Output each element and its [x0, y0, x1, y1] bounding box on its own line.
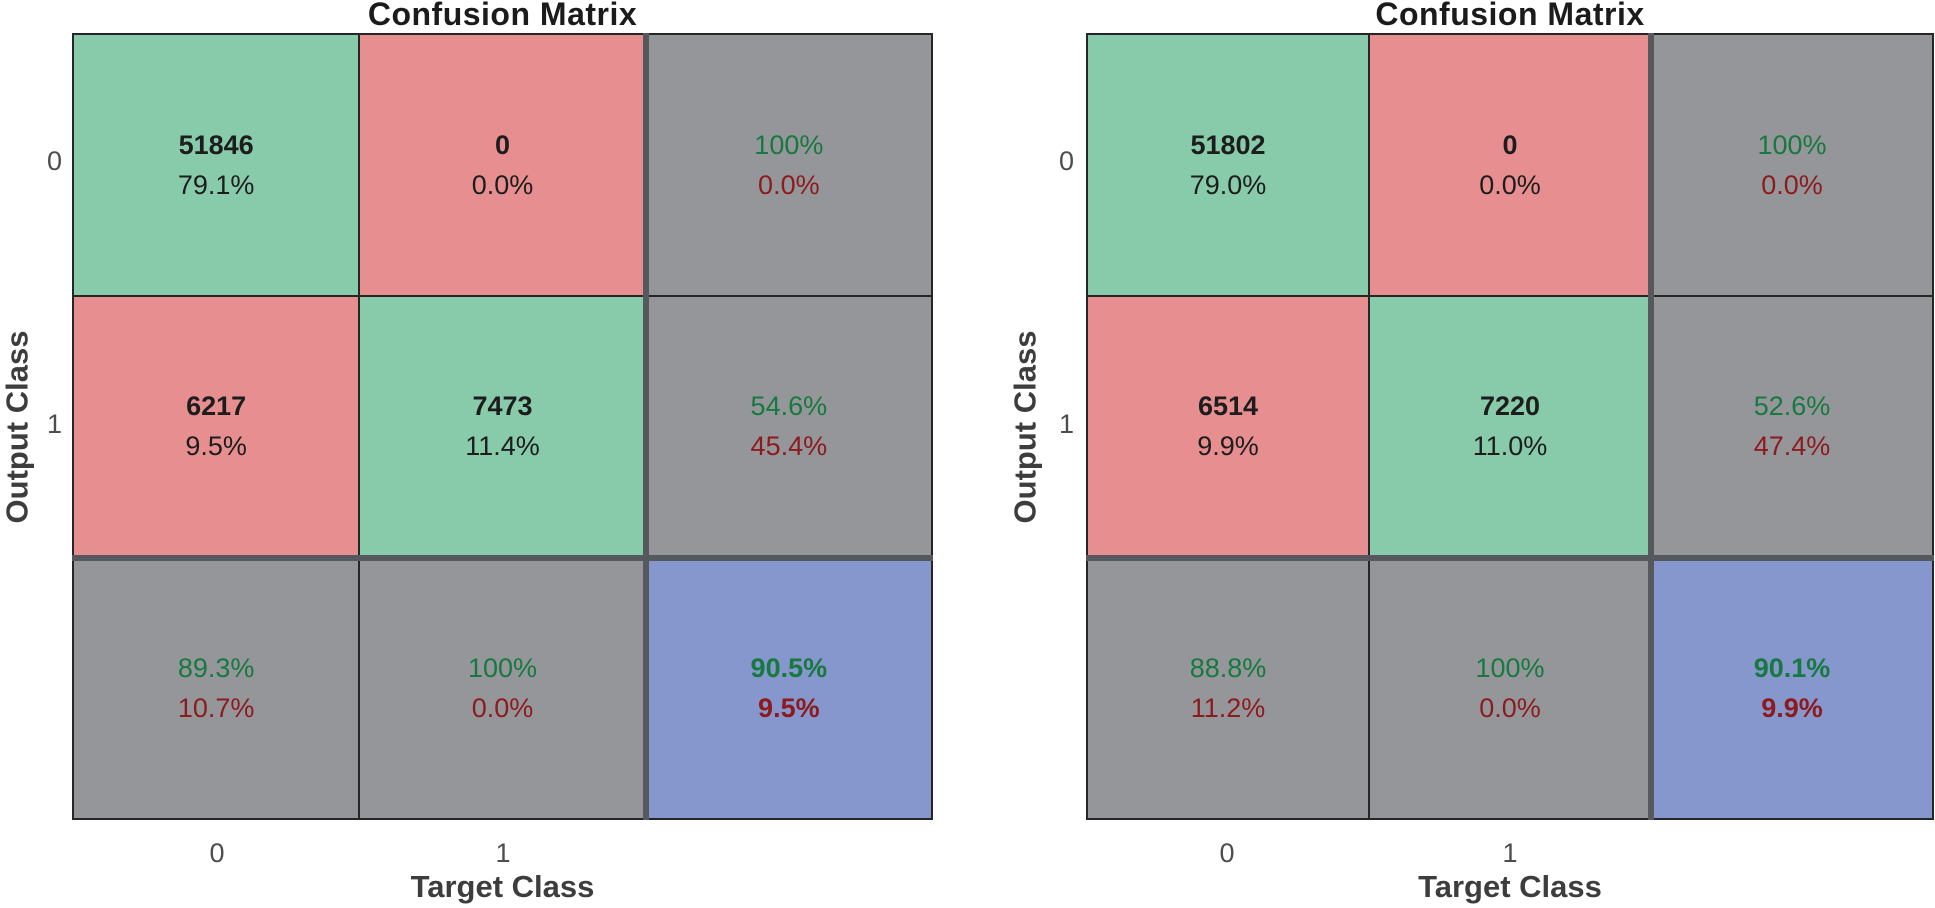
cell-red-percent: 11.2% — [1190, 693, 1266, 724]
thick-separator-vertical — [1648, 33, 1655, 820]
cell-count: 7220 — [1479, 391, 1541, 422]
cell-c0-summary: 89.3% 10.7% — [74, 558, 359, 818]
confusion-matrix-right: 51802 79.0% 0 0.0% 100% 0.0% 6514 9.9% 7… — [1086, 33, 1934, 820]
cell-c1-summary: 100% 0.0% — [1370, 558, 1650, 818]
cell-green-percent: 100% — [1757, 129, 1827, 160]
cell-red-percent: 9.5% — [758, 693, 820, 724]
cell-r1-summary: 54.6% 45.4% — [646, 296, 931, 557]
cell-r0-summary: 100% 0.0% — [1652, 35, 1932, 295]
cell-count: 51846 — [178, 129, 254, 160]
cell-r0-summary: 100% 0.0% — [646, 35, 931, 295]
cell-r1-summary: 52.6% 47.4% — [1652, 296, 1932, 557]
x-axis-label-left: Target Class — [410, 869, 595, 904]
cell-percent: 0.0% — [1479, 169, 1541, 200]
cell-r0c0-true-negative: 51846 79.1% — [74, 35, 359, 295]
cell-percent: 11.4% — [465, 431, 540, 462]
cell-r0c0-true-negative: 51802 79.0% — [1088, 35, 1368, 295]
cell-red-percent: 47.4% — [1753, 431, 1831, 462]
cell-percent: 9.9% — [1197, 431, 1259, 462]
cell-r1c0-false-positive: 6514 9.9% — [1088, 296, 1368, 557]
cell-c1-summary: 100% 0.0% — [360, 558, 645, 818]
cell-percent: 0.0% — [471, 169, 534, 200]
plot-title-right: Confusion Matrix — [1375, 0, 1645, 32]
cell-r0c1-false-negative: 0 0.0% — [1370, 35, 1650, 295]
cell-percent: 79.0% — [1189, 169, 1267, 200]
cell-count: 7473 — [472, 391, 533, 422]
x-tick-0-right: 0 — [1219, 838, 1235, 868]
cell-count: 6217 — [186, 391, 247, 422]
x-axis-label-right: Target Class — [1418, 869, 1602, 904]
cell-green-percent: 52.6% — [1753, 391, 1831, 422]
cell-r0c1-false-negative: 0 0.0% — [360, 35, 645, 295]
x-tick-1-left: 1 — [495, 838, 511, 868]
cell-count: 0 — [494, 129, 510, 160]
cell-count: 6514 — [1197, 391, 1259, 422]
cell-red-percent: 0.0% — [1479, 693, 1541, 724]
matrix-grid-right: 51802 79.0% 0 0.0% 100% 0.0% 6514 9.9% 7… — [1086, 33, 1934, 820]
y-tick-1-left: 1 — [46, 409, 62, 439]
confusion-matrix-left: 51846 79.1% 0 0.0% 100% 0.0% 6217 9.5% 7… — [72, 33, 933, 820]
cell-percent: 79.1% — [177, 169, 255, 200]
y-tick-0-left: 0 — [46, 146, 62, 176]
cell-count: 51802 — [1190, 129, 1266, 160]
cell-green-percent: 90.5% — [750, 653, 828, 684]
cell-green-percent: 100% — [754, 129, 824, 160]
cell-percent: 11.0% — [1472, 431, 1548, 462]
y-tick-0-right: 0 — [1058, 146, 1074, 176]
thick-separator-vertical — [643, 33, 649, 820]
cell-green-percent: 100% — [1475, 653, 1545, 684]
matrix-grid-left: 51846 79.1% 0 0.0% 100% 0.0% 6217 9.5% 7… — [72, 33, 933, 820]
x-tick-0-left: 0 — [209, 838, 225, 868]
cell-red-percent: 0.0% — [758, 169, 820, 200]
cell-green-percent: 90.1% — [1753, 653, 1831, 684]
cell-green-percent: 88.8% — [1189, 653, 1267, 684]
cell-red-percent: 9.9% — [1761, 693, 1823, 724]
cell-count: 0 — [1502, 129, 1518, 160]
cell-green-percent: 89.3% — [177, 653, 255, 684]
cell-red-percent: 10.7% — [177, 693, 255, 724]
cell-c0-summary: 88.8% 11.2% — [1088, 558, 1368, 818]
cell-red-percent: 0.0% — [471, 693, 534, 724]
cell-red-percent: 45.4% — [750, 431, 828, 462]
x-tick-1-right: 1 — [1502, 838, 1518, 868]
thick-separator-horizontal — [1086, 554, 1934, 561]
thick-separator-horizontal — [72, 554, 933, 561]
y-tick-1-right: 1 — [1058, 409, 1074, 439]
cell-r1c1-true-positive: 7473 11.4% — [360, 296, 645, 557]
cell-red-percent: 0.0% — [1761, 169, 1823, 200]
cell-overall-accuracy: 90.1% 9.9% — [1652, 558, 1932, 818]
cell-overall-accuracy: 90.5% 9.5% — [646, 558, 931, 818]
cell-r1c1-true-positive: 7220 11.0% — [1370, 296, 1650, 557]
cell-green-percent: 54.6% — [750, 391, 828, 422]
plot-title-left: Confusion Matrix — [367, 0, 638, 32]
cell-r1c0-false-positive: 6217 9.5% — [74, 296, 359, 557]
cell-percent: 9.5% — [185, 431, 247, 462]
cell-green-percent: 100% — [467, 653, 538, 684]
